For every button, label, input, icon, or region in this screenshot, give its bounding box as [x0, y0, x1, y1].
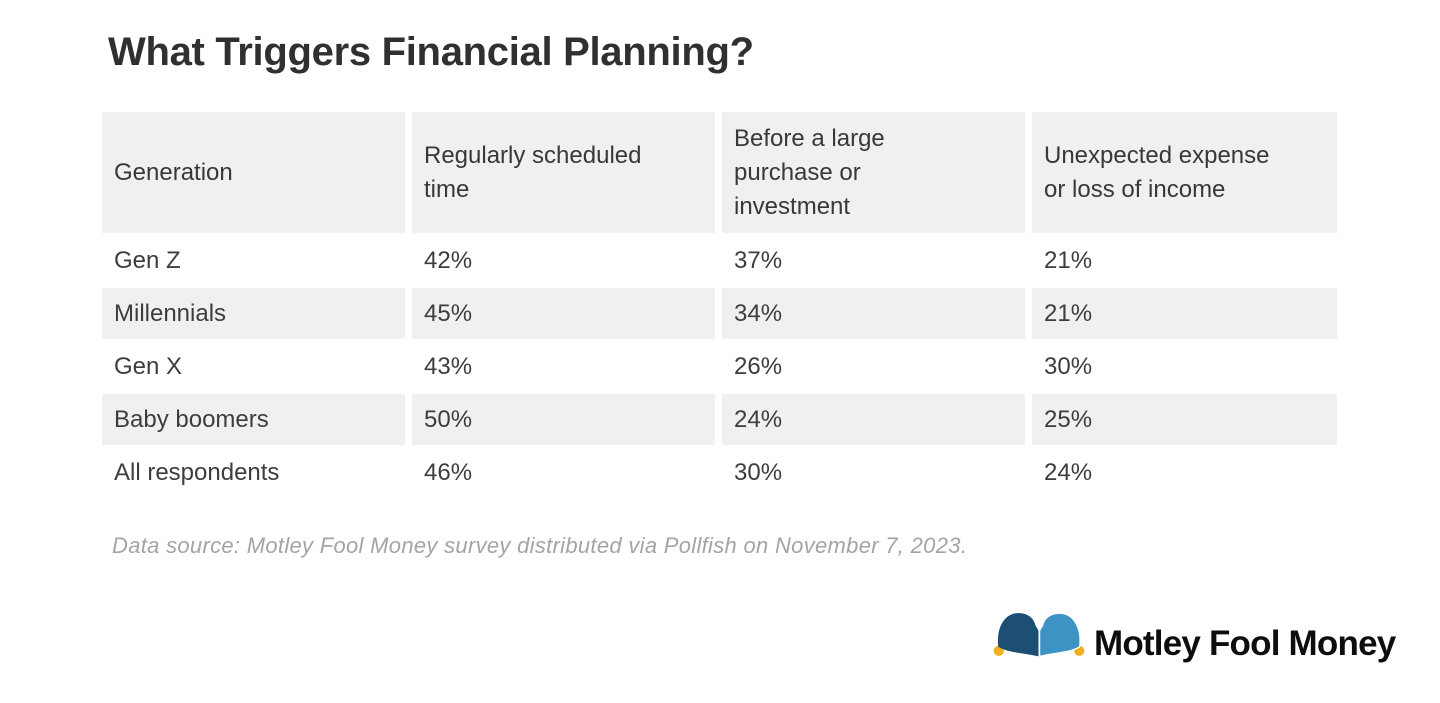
row-label: Millennials — [102, 288, 405, 339]
table-cell: 34% — [722, 288, 1025, 339]
motley-fool-money-logo: Motley Fool Money — [993, 604, 1396, 664]
table-cell: 46% — [412, 447, 715, 498]
table-cell: 24% — [1032, 447, 1337, 498]
table-cell: 21% — [1032, 288, 1337, 339]
table-cell: 26% — [722, 341, 1025, 392]
logo-text: Motley Fool Money — [1094, 624, 1396, 663]
table-cell: 25% — [1032, 394, 1337, 445]
row-label: Gen X — [102, 341, 405, 392]
table-cell: 50% — [412, 394, 715, 445]
financial-planning-table: Generation Regularly scheduled time Befo… — [102, 112, 1337, 498]
table-cell: 37% — [722, 235, 1025, 286]
table-cell: 30% — [1032, 341, 1337, 392]
column-header-unexpected-expense: Unexpected expense or loss of income — [1032, 112, 1337, 233]
row-label: Gen Z — [102, 235, 405, 286]
table-cell: 24% — [722, 394, 1025, 445]
data-source-note: Data source: Motley Fool Money survey di… — [112, 533, 968, 558]
column-header-large-purchase: Before a large purchase or investment — [722, 112, 1025, 233]
table-cell: 43% — [412, 341, 715, 392]
column-header-generation: Generation — [102, 112, 405, 233]
page-title: What Triggers Financial Planning? — [108, 30, 754, 74]
table-cell: 21% — [1032, 235, 1337, 286]
table-cell: 42% — [412, 235, 715, 286]
column-header-regularly-scheduled: Regularly scheduled time — [412, 112, 715, 233]
table-cell: 45% — [412, 288, 715, 339]
row-label: All respondents — [102, 447, 405, 498]
jester-hat-icon — [993, 612, 1085, 658]
row-label: Baby boomers — [102, 394, 405, 445]
table-cell: 30% — [722, 447, 1025, 498]
